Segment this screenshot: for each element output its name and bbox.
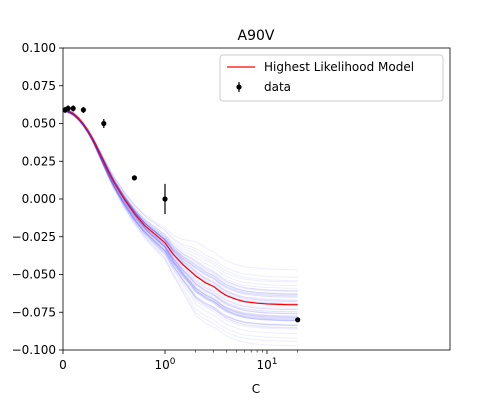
posterior-sample-line xyxy=(62,108,298,295)
data-point xyxy=(80,107,86,113)
posterior-sample-line xyxy=(62,109,298,311)
chart-title: A90V xyxy=(238,28,275,44)
y-tick-label: −0.100 xyxy=(12,343,56,357)
posterior-sample-line xyxy=(62,108,298,295)
posterior-band xyxy=(62,107,298,347)
posterior-sample-line xyxy=(62,110,298,320)
posterior-sample-line xyxy=(62,110,298,320)
data-point xyxy=(131,175,137,181)
y-tick-label: −0.025 xyxy=(12,230,56,244)
posterior-sample-line xyxy=(62,110,298,329)
posterior-sample-line xyxy=(62,109,298,315)
posterior-sample-line xyxy=(62,109,298,304)
legend-box xyxy=(219,54,444,102)
x-tick-label: 0 xyxy=(59,358,67,372)
posterior-sample-line xyxy=(62,109,298,301)
posterior-sample-line xyxy=(62,109,298,313)
y-tick-label: −0.075 xyxy=(12,305,56,319)
posterior-sample-line xyxy=(62,110,298,326)
y-tick-label: 0.000 xyxy=(22,192,56,206)
model-line xyxy=(62,109,298,306)
model-layer xyxy=(62,109,298,306)
posterior-sample-line xyxy=(62,109,298,313)
y-tick-label: 0.025 xyxy=(22,154,56,168)
data-point xyxy=(70,105,76,111)
posterior-sample-line xyxy=(62,109,298,305)
posterior-sample-line xyxy=(62,108,298,282)
data-point xyxy=(162,196,168,202)
data-point xyxy=(101,120,107,127)
posterior-sample-line xyxy=(62,108,298,292)
posterior-sample-line xyxy=(62,109,298,303)
y-tick-label: 0.075 xyxy=(22,79,56,93)
posterior-sample-line xyxy=(62,110,298,330)
data-point xyxy=(65,105,71,111)
legend-model-label: Highest Likelihood Model xyxy=(264,60,414,74)
x-axis-label: C xyxy=(252,382,260,396)
y-tick-label: −0.050 xyxy=(12,268,56,282)
posterior-sample-line xyxy=(62,109,298,317)
posterior-sample-line xyxy=(62,110,298,322)
legend-data-label: data xyxy=(264,80,291,94)
y-tick-label: 0.100 xyxy=(22,41,56,55)
legend: Highest Likelihood Model data xyxy=(219,54,444,102)
posterior-sample-line xyxy=(62,108,298,292)
legend-data-marker xyxy=(236,84,242,90)
posterior-sample-line xyxy=(62,110,298,326)
posterior-sample-line xyxy=(62,110,298,322)
posterior-sample-line xyxy=(62,110,298,319)
posterior-sample-line xyxy=(62,109,298,314)
x-tick-label: 101 xyxy=(256,357,277,372)
x-tick-label: 100 xyxy=(154,357,175,372)
posterior-sample-line xyxy=(62,108,298,278)
posterior-sample-line xyxy=(62,110,298,318)
posterior-sample-line xyxy=(62,111,298,347)
y-tick-label: 0.050 xyxy=(22,117,56,131)
data-layer xyxy=(62,105,301,323)
data-point xyxy=(295,317,301,323)
posterior-sample-line xyxy=(62,111,298,342)
posterior-sample-line xyxy=(62,107,298,271)
posterior-sample-line xyxy=(62,110,298,334)
posterior-sample-line xyxy=(62,110,298,326)
posterior-sample-line xyxy=(62,109,298,302)
posterior-sample-line xyxy=(62,111,298,339)
